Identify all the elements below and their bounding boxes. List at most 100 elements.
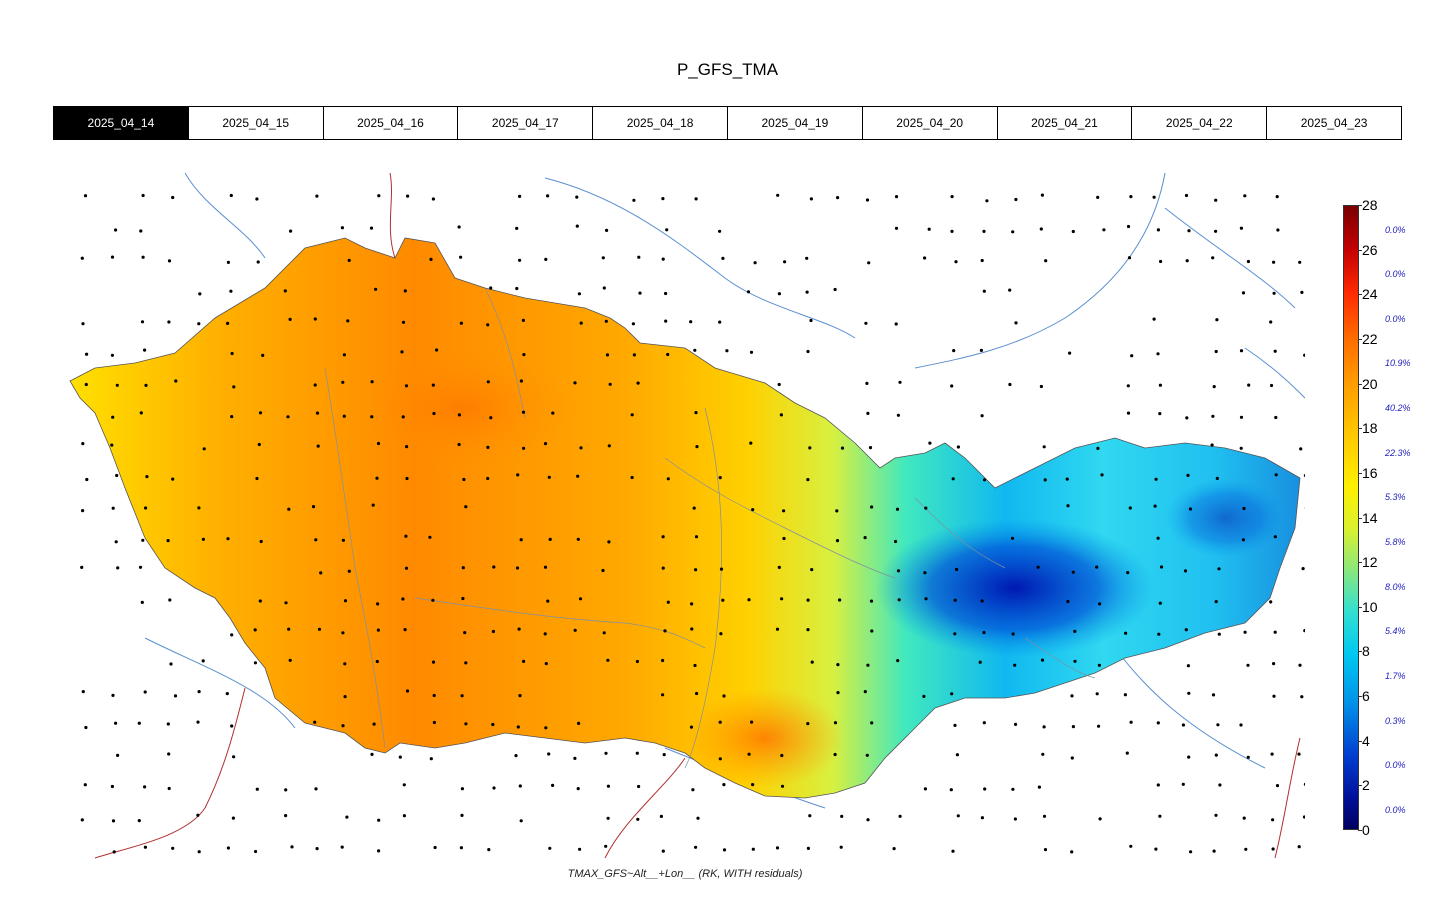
station-marker	[865, 381, 869, 385]
station-marker	[111, 819, 116, 823]
station-marker	[806, 846, 811, 851]
station-marker	[548, 846, 552, 850]
station-marker	[782, 509, 786, 513]
station-marker	[288, 658, 292, 662]
station-marker	[1246, 755, 1250, 759]
station-marker	[664, 319, 668, 323]
station-marker	[694, 411, 698, 415]
station-marker	[747, 752, 751, 756]
station-marker	[980, 599, 984, 603]
station-marker	[695, 445, 699, 449]
tab-2025-04-22[interactable]: 2025_04_22	[1132, 107, 1268, 139]
station-marker	[722, 848, 727, 852]
station-marker	[894, 226, 899, 230]
station-marker	[637, 784, 641, 789]
tab-2025-04-14[interactable]: 2025_04_14	[54, 107, 189, 139]
station-marker	[954, 260, 958, 264]
station-marker	[1275, 784, 1280, 788]
station-marker	[141, 193, 145, 198]
station-marker	[1158, 601, 1162, 605]
tab-2025-04-21[interactable]: 2025_04_21	[997, 107, 1133, 139]
station-marker	[231, 816, 235, 820]
station-marker	[229, 193, 233, 198]
station-marker	[376, 441, 381, 446]
station-marker	[577, 292, 582, 296]
station-marker	[1156, 783, 1160, 787]
station-marker	[486, 476, 490, 481]
station-marker	[514, 754, 518, 758]
station-marker	[953, 598, 957, 602]
station-marker	[174, 379, 178, 383]
tab-2025-04-15[interactable]: 2025_04_15	[188, 107, 324, 139]
station-marker	[226, 260, 230, 264]
station-marker	[375, 476, 379, 480]
station-marker	[576, 787, 580, 791]
station-marker	[1011, 787, 1015, 791]
station-marker	[1297, 845, 1301, 849]
station-marker	[1247, 383, 1251, 387]
station-marker	[287, 627, 291, 631]
station-marker	[573, 756, 577, 761]
station-marker	[459, 255, 463, 259]
station-marker	[575, 224, 579, 228]
station-marker	[110, 784, 114, 789]
station-marker	[319, 571, 323, 575]
station-marker	[370, 752, 374, 757]
station-marker	[1212, 385, 1216, 389]
station-marker	[694, 197, 698, 201]
station-marker	[749, 441, 753, 445]
station-marker	[459, 321, 463, 325]
station-marker	[1272, 694, 1276, 698]
internal-lines	[324, 287, 1096, 769]
station-marker	[1158, 383, 1162, 387]
tab-2025-04-18[interactable]: 2025_04_18	[593, 107, 728, 139]
station-marker	[1014, 321, 1018, 325]
station-marker	[1070, 756, 1074, 760]
legend-tick: 12	[1358, 554, 1378, 571]
station-marker	[1300, 695, 1304, 699]
tab-2025-04-20[interactable]: 2025_04_20	[862, 107, 998, 139]
station-marker	[461, 596, 465, 601]
station-marker	[144, 383, 148, 387]
station-marker	[462, 477, 466, 482]
station-marker	[1246, 259, 1250, 264]
station-marker	[405, 445, 409, 449]
station-marker	[314, 787, 318, 791]
station-marker	[894, 195, 899, 199]
tab-2025-04-23[interactable]: 2025_04_23	[1267, 107, 1401, 139]
station-marker	[111, 693, 115, 698]
station-marker	[1039, 227, 1043, 231]
station-marker	[1073, 629, 1077, 633]
legend-tick: 2	[1358, 777, 1370, 794]
station-marker	[1129, 195, 1133, 199]
station-marker	[433, 845, 437, 850]
station-marker	[143, 785, 147, 789]
station-marker	[1044, 259, 1048, 263]
station-marker	[979, 348, 984, 352]
station-marker	[1211, 256, 1215, 260]
station-marker	[605, 228, 609, 232]
station-marker	[604, 751, 608, 755]
station-marker	[342, 353, 346, 357]
station-marker	[84, 382, 88, 387]
tab-2025-04-19[interactable]: 2025_04_19	[727, 107, 863, 139]
station-marker	[602, 631, 606, 635]
station-marker	[1241, 291, 1246, 295]
station-marker	[690, 602, 694, 606]
station-marker	[777, 382, 781, 387]
station-marker	[1243, 630, 1247, 634]
station-marker	[1185, 416, 1189, 420]
station-marker	[374, 287, 378, 291]
station-marker	[865, 753, 869, 757]
station-marker	[1014, 197, 1018, 202]
station-marker	[197, 690, 201, 694]
legend-percentage: 0.3%	[1385, 715, 1406, 726]
tab-2025-04-16[interactable]: 2025_04_16	[323, 107, 459, 139]
station-marker	[1211, 693, 1216, 697]
station-marker	[664, 291, 668, 296]
tab-2025-04-17[interactable]: 2025_04_17	[458, 107, 594, 139]
station-marker	[1241, 538, 1245, 542]
station-marker	[491, 722, 495, 727]
station-marker	[1300, 290, 1304, 294]
legend-tick: 16	[1358, 464, 1378, 481]
